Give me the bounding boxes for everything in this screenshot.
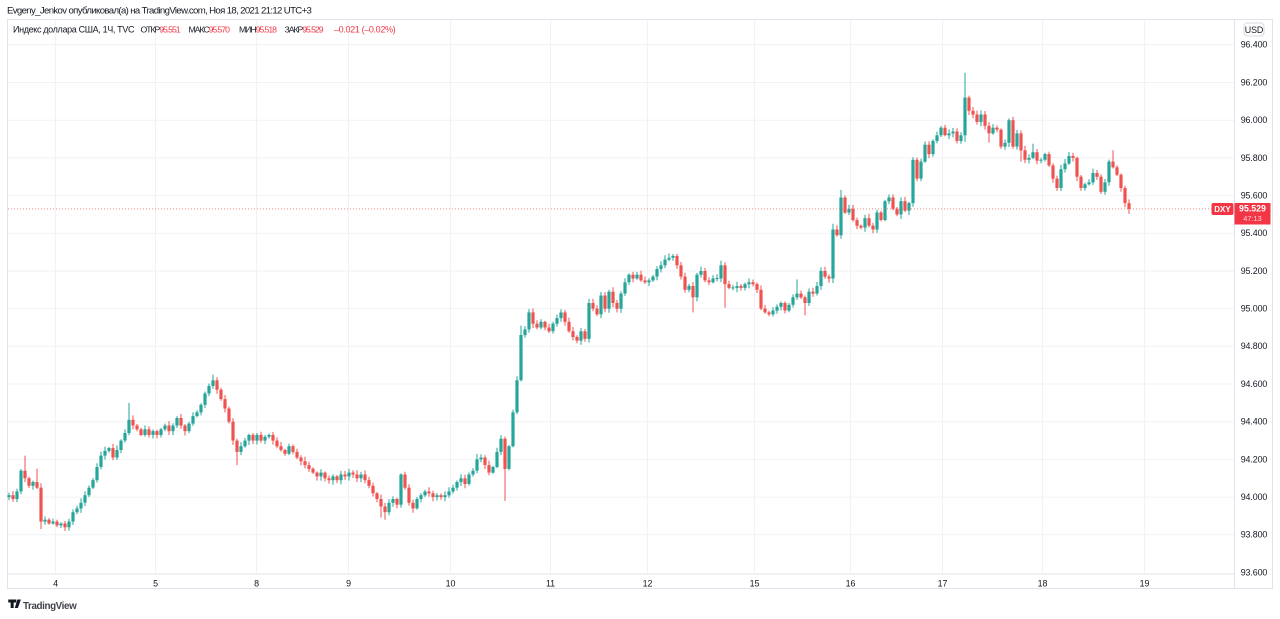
svg-text:17: 17 [938, 579, 948, 589]
svg-text:96.000: 96.000 [1241, 115, 1268, 125]
svg-text:12: 12 [643, 579, 653, 589]
svg-text:Индекс доллара США, 1Ч, TVC: Индекс доллара США, 1Ч, TVC [13, 25, 135, 35]
svg-text:95.000: 95.000 [1241, 304, 1268, 314]
svg-text:19: 19 [1140, 579, 1150, 589]
svg-text:ЗАКР95.529: ЗАКР95.529 [285, 25, 324, 35]
svg-text:16: 16 [846, 579, 856, 589]
svg-text:94.800: 94.800 [1241, 341, 1268, 351]
svg-text:93.600: 93.600 [1241, 567, 1268, 577]
svg-text:TradingView: TradingView [23, 601, 77, 612]
svg-text:95.400: 95.400 [1241, 228, 1268, 238]
svg-text:94.400: 94.400 [1241, 417, 1268, 427]
svg-text:95.600: 95.600 [1241, 191, 1268, 201]
svg-text:МАКС95.570: МАКС95.570 [189, 25, 231, 35]
svg-text:95.529: 95.529 [1239, 204, 1266, 214]
svg-text:4: 4 [53, 579, 58, 589]
svg-text:10: 10 [446, 579, 456, 589]
svg-text:47:13: 47:13 [1243, 214, 1262, 223]
svg-text:9: 9 [346, 579, 351, 589]
svg-text:USD: USD [1245, 25, 1263, 35]
svg-text:15: 15 [750, 579, 760, 589]
svg-text:5: 5 [153, 579, 158, 589]
svg-text:DXY: DXY [1214, 205, 1231, 214]
svg-text:18: 18 [1038, 579, 1048, 589]
svg-text:96.400: 96.400 [1241, 40, 1268, 50]
svg-text:93.800: 93.800 [1241, 530, 1268, 540]
svg-text:МИН95.518: МИН95.518 [239, 25, 277, 35]
svg-text:95.800: 95.800 [1241, 153, 1268, 163]
svg-text:–0.021 (–0.02%): –0.021 (–0.02%) [334, 25, 396, 35]
svg-text:Evgeny_Jenkov опубликовал(а) н: Evgeny_Jenkov опубликовал(а) на TradingV… [7, 6, 312, 17]
svg-text:95.200: 95.200 [1241, 266, 1268, 276]
svg-text:94.200: 94.200 [1241, 454, 1268, 464]
svg-text:11: 11 [546, 579, 555, 589]
svg-text:94.600: 94.600 [1241, 379, 1268, 389]
svg-text:94.000: 94.000 [1241, 492, 1268, 502]
svg-text:ОТКР95.551: ОТКР95.551 [141, 25, 181, 35]
svg-text:8: 8 [254, 579, 259, 589]
svg-text:96.200: 96.200 [1241, 77, 1268, 87]
